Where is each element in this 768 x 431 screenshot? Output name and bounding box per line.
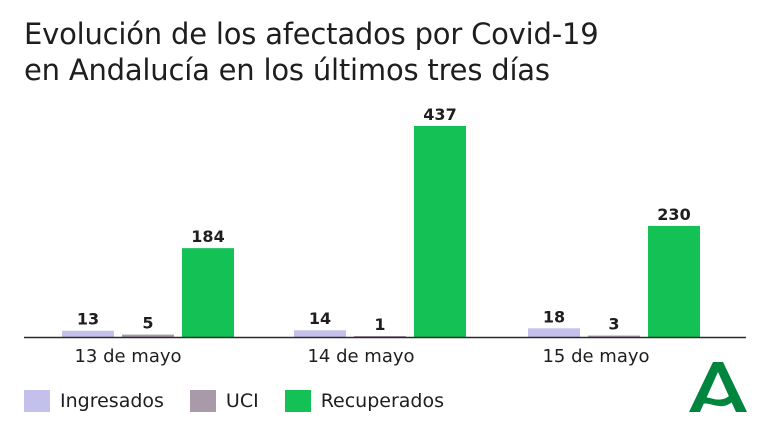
data-label-recuperados-14-de-mayo: 437 — [423, 105, 456, 124]
legend-swatch-recuperados — [284, 390, 311, 412]
legend-item-recuperados: Recuperados — [284, 390, 445, 412]
legend-label-ingresados: Ingresados — [60, 390, 164, 412]
bar-uci-15-de-mayo — [588, 335, 640, 337]
bar-ingresados-14-de-mayo — [294, 330, 346, 337]
data-label-ingresados-14-de-mayo: 14 — [309, 309, 331, 328]
bar-uci-13-de-mayo — [122, 334, 174, 337]
chart-title: Evolución de los afectados por Covid-19 … — [24, 16, 599, 88]
bar-recuperados-13-de-mayo — [182, 248, 234, 337]
legend-item-uci: UCI — [189, 390, 259, 412]
junta-de-andalucia-logo-icon — [689, 362, 747, 412]
bar-recuperados-14-de-mayo — [414, 126, 466, 337]
legend-swatch-ingresados — [24, 390, 50, 412]
data-label-uci-14-de-mayo: 1 — [374, 315, 385, 334]
data-label-ingresados-15-de-mayo: 18 — [543, 307, 565, 326]
bar-recuperados-15-de-mayo — [648, 225, 700, 337]
data-label-uci-15-de-mayo: 3 — [608, 315, 619, 334]
x-tick-label-14-de-mayo: 14 de mayo — [307, 346, 414, 367]
legend: Ingresados UCI Recuperados — [24, 386, 470, 416]
legend-swatch-uci — [189, 390, 216, 412]
legend-label-uci: UCI — [225, 390, 259, 412]
x-tick-label-13-de-mayo: 13 de mayo — [74, 346, 181, 367]
data-label-recuperados-13-de-mayo: 184 — [191, 227, 224, 246]
bar-ingresados-13-de-mayo — [62, 330, 114, 337]
legend-item-ingresados: Ingresados — [24, 390, 164, 412]
data-label-recuperados-15-de-mayo: 230 — [657, 205, 690, 224]
data-label-uci-13-de-mayo: 5 — [142, 314, 153, 333]
chart-title-line-2: en Andalucía en los últimos tres días — [24, 53, 550, 87]
data-label-ingresados-13-de-mayo: 13 — [77, 310, 99, 329]
x-tick-label-15-de-mayo: 15 de mayo — [542, 346, 649, 367]
bar-ingresados-15-de-mayo — [528, 328, 580, 337]
legend-label-recuperados: Recuperados — [320, 390, 445, 412]
bar-uci-14-de-mayo — [354, 336, 406, 337]
chart-title-line-1: Evolución de los afectados por Covid-19 — [24, 17, 599, 51]
